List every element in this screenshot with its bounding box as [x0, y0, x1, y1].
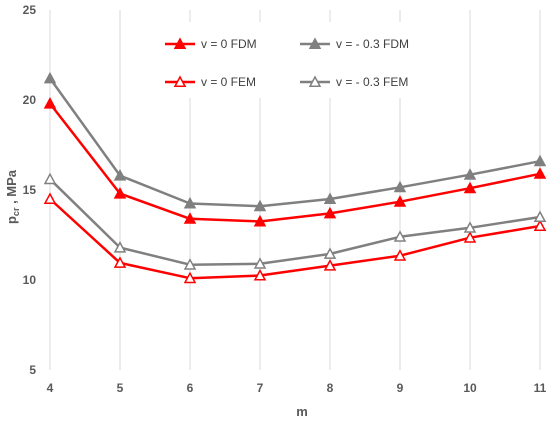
y-tick-label: 15	[23, 183, 37, 197]
legend-marker	[308, 75, 322, 87]
legend: v = 0 FDM v = - 0.3 FDM v = 0 FEM v = - 0.3…	[160, 22, 422, 98]
x-tick-label: 10	[463, 381, 477, 395]
legend-marker	[173, 37, 187, 49]
data-point	[393, 230, 407, 242]
data-point	[323, 259, 337, 271]
data-point	[393, 180, 407, 193]
data-point	[183, 212, 197, 224]
legend-marker	[308, 37, 322, 49]
data-point	[183, 271, 197, 284]
data-point	[533, 219, 547, 231]
series-1	[43, 97, 547, 227]
data-point	[533, 167, 547, 179]
series-line	[49, 102, 541, 223]
legend-label: v = 0 FEM	[201, 75, 256, 89]
data-point	[463, 221, 477, 233]
series-line	[49, 178, 541, 266]
series-line	[48, 77, 541, 208]
legend-item-1: v = 0 FDM	[165, 37, 257, 51]
data-point	[253, 199, 267, 212]
y-axis-title-main: p	[4, 216, 19, 224]
x-tick-label: 6	[187, 381, 194, 395]
data-point	[323, 247, 337, 259]
series-layer	[43, 71, 547, 284]
data-point	[533, 210, 547, 222]
data-point	[323, 192, 337, 204]
series-4	[43, 172, 547, 270]
data-point	[463, 181, 477, 194]
legend-marker	[173, 75, 187, 87]
y-axis-title: pcr , MPa	[4, 169, 21, 224]
x-tick-label: 5	[117, 381, 124, 395]
y-tick-label: 5	[29, 363, 36, 377]
series-line	[49, 198, 541, 280]
data-point	[183, 196, 197, 209]
data-point	[43, 97, 57, 109]
data-point	[43, 172, 57, 185]
data-point	[113, 241, 127, 253]
data-point	[113, 256, 127, 268]
data-point	[113, 169, 127, 181]
x-tick-label: 4	[47, 381, 54, 395]
data-point	[533, 154, 547, 167]
y-axis-title-subscript: cr	[11, 207, 21, 216]
legend-label: v = - 0.3 FDM	[336, 37, 409, 51]
legend-item-3: v = 0 FEM	[165, 75, 256, 89]
legend-label: v = 0 FDM	[201, 37, 257, 51]
data-point	[43, 71, 57, 84]
y-axis-title-rest: , MPa	[4, 169, 19, 207]
data-point	[463, 168, 477, 180]
data-point	[113, 187, 127, 199]
data-point	[393, 249, 407, 261]
data-point	[393, 195, 407, 207]
data-point	[253, 268, 267, 281]
y-tick-label: 20	[23, 93, 37, 107]
data-point	[463, 231, 477, 243]
legend-item-4: v = - 0.3 FEM	[300, 75, 408, 89]
x-tick-label: 9	[397, 381, 404, 395]
data-point	[253, 257, 267, 269]
legend-label: v = - 0.3 FEM	[336, 75, 408, 89]
data-point	[323, 206, 337, 219]
y-tick-label: 25	[23, 3, 37, 17]
data-point	[43, 192, 57, 204]
legend-box	[160, 22, 422, 98]
x-axis-title: m	[296, 404, 308, 419]
y-tick-label: 10	[23, 273, 37, 287]
data-point	[183, 258, 197, 270]
x-tick-label: 11	[534, 381, 547, 395]
series-3	[43, 192, 547, 284]
series-2	[43, 71, 547, 212]
legend-item-2: v = - 0.3 FDM	[300, 37, 409, 51]
x-tick-label: 8	[327, 381, 334, 395]
x-tick-label: 7	[257, 381, 264, 395]
data-point	[253, 214, 267, 227]
